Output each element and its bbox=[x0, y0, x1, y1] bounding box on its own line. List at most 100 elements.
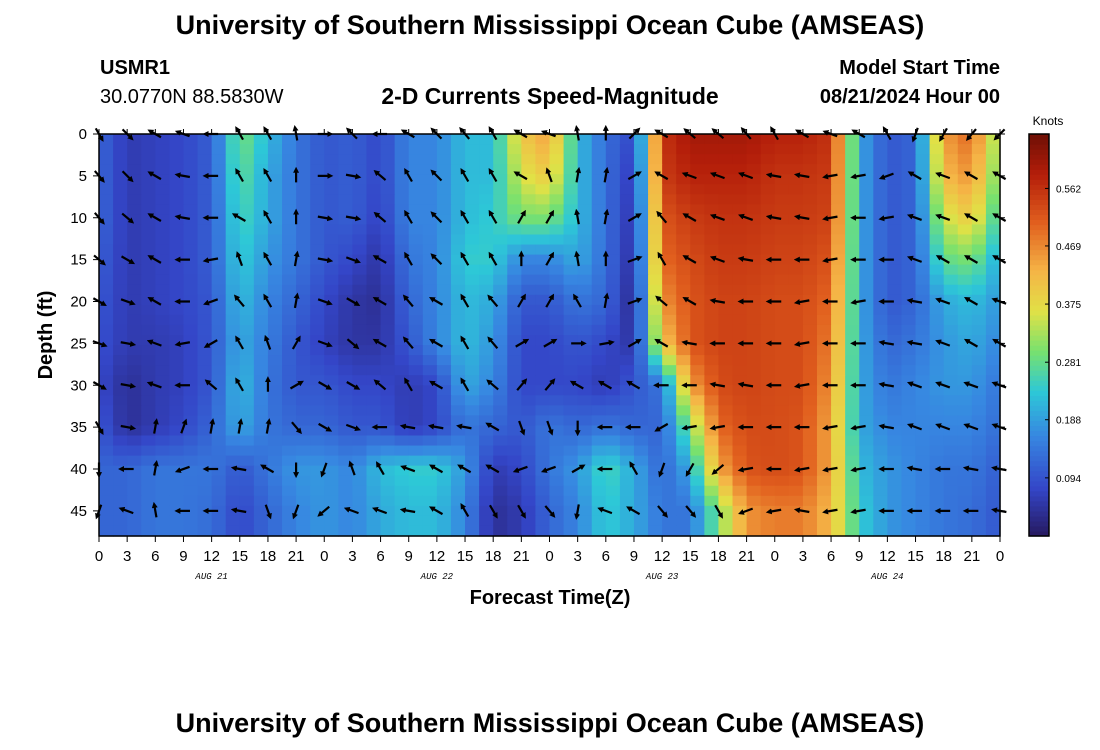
heatmap-cell bbox=[521, 174, 537, 185]
heatmap-cell bbox=[563, 395, 579, 406]
heatmap-cell bbox=[774, 324, 790, 336]
heatmap-cell bbox=[816, 355, 832, 366]
heatmap-cell bbox=[718, 274, 734, 286]
heatmap-cell bbox=[99, 234, 114, 246]
heatmap-cell bbox=[225, 134, 241, 145]
heatmap-cell bbox=[169, 435, 185, 447]
heatmap-cell bbox=[873, 164, 888, 175]
heatmap-cell bbox=[366, 194, 382, 205]
heatmap-cell bbox=[99, 455, 114, 467]
heatmap-cell bbox=[619, 345, 635, 356]
heatmap-cell bbox=[465, 525, 480, 537]
heatmap-cell bbox=[211, 194, 227, 205]
heatmap-cell bbox=[324, 294, 339, 306]
colorbar-segment bbox=[1029, 385, 1049, 391]
heatmap-cell bbox=[141, 304, 156, 316]
heatmap-cell bbox=[901, 415, 917, 427]
heatmap-cell bbox=[127, 375, 142, 386]
heatmap-cell bbox=[774, 465, 790, 477]
heatmap-cell bbox=[99, 525, 114, 537]
heatmap-cell bbox=[183, 284, 199, 296]
heatmap-cell bbox=[760, 465, 776, 477]
heatmap-cell bbox=[465, 254, 480, 266]
heatmap-cell bbox=[99, 174, 114, 185]
heatmap-cell bbox=[662, 144, 677, 155]
heatmap-cell bbox=[507, 375, 522, 386]
heatmap-cell bbox=[831, 324, 846, 336]
heatmap-cell bbox=[648, 254, 663, 266]
heatmap-cell bbox=[577, 425, 593, 437]
heatmap-cell bbox=[197, 314, 213, 326]
heatmap-cell bbox=[183, 264, 199, 276]
heatmap-cell bbox=[169, 214, 185, 226]
colorbar-segment bbox=[1029, 520, 1049, 527]
heatmap-cell bbox=[915, 234, 931, 246]
heatmap-cell bbox=[253, 304, 269, 316]
heatmap-cell bbox=[704, 435, 720, 447]
current-arrow bbox=[263, 167, 273, 183]
heatmap-cell bbox=[985, 234, 1001, 246]
heatmap-cell bbox=[408, 445, 424, 457]
heatmap-cell bbox=[662, 244, 677, 256]
heatmap-cell bbox=[422, 284, 438, 296]
heatmap-cell bbox=[704, 525, 720, 537]
heatmap-cell bbox=[465, 194, 480, 205]
heatmap-cell bbox=[859, 465, 874, 477]
heatmap-cell bbox=[296, 214, 311, 226]
heatmap-cell bbox=[549, 194, 565, 205]
heatmap-cell bbox=[267, 505, 283, 517]
heatmap-cell bbox=[577, 294, 593, 306]
heatmap-cell bbox=[943, 264, 959, 276]
heatmap-cell bbox=[479, 525, 494, 537]
heatmap-cell bbox=[845, 304, 860, 316]
heatmap-cell bbox=[887, 284, 903, 296]
heatmap-cell bbox=[957, 475, 973, 487]
heatmap-cell bbox=[155, 485, 170, 497]
heatmap-cell bbox=[408, 314, 424, 326]
heatmap-cell bbox=[591, 475, 607, 487]
heatmap-cell bbox=[113, 294, 128, 306]
heatmap-cell bbox=[324, 154, 339, 165]
heatmap-cell bbox=[267, 415, 283, 427]
heatmap-cell bbox=[802, 515, 818, 527]
heatmap-cell bbox=[760, 375, 776, 386]
current-arrow bbox=[574, 250, 581, 267]
heatmap-cell bbox=[211, 485, 227, 497]
heatmap-cell bbox=[760, 154, 776, 165]
heatmap-cell bbox=[788, 174, 804, 185]
current-arrow bbox=[793, 214, 810, 221]
heatmap-cell bbox=[450, 194, 466, 205]
heatmap-cell bbox=[774, 445, 790, 457]
heatmap-cell bbox=[211, 294, 227, 306]
heatmap-cell bbox=[155, 395, 170, 406]
heatmap-cell bbox=[436, 314, 452, 326]
heatmap-cell bbox=[99, 254, 114, 266]
heatmap-cell bbox=[535, 304, 551, 316]
heatmap-cell bbox=[253, 405, 269, 416]
heatmap-cell bbox=[605, 224, 621, 236]
heatmap-cell bbox=[211, 335, 227, 346]
heatmap-cell bbox=[831, 495, 846, 507]
heatmap-cell bbox=[676, 194, 691, 205]
current-arrow bbox=[120, 340, 137, 347]
heatmap-cell bbox=[915, 164, 931, 175]
heatmap-cell bbox=[450, 264, 466, 276]
heatmap-cell bbox=[169, 284, 185, 296]
heatmap-cell bbox=[802, 214, 818, 226]
heatmap-cell bbox=[310, 204, 325, 215]
heatmap-cell bbox=[816, 465, 832, 477]
heatmap-cell bbox=[816, 154, 832, 165]
heatmap-cell bbox=[662, 365, 677, 376]
heatmap-cell bbox=[690, 365, 705, 376]
heatmap-cell bbox=[619, 254, 635, 266]
heatmap-cell bbox=[352, 204, 368, 215]
heatmap-cell bbox=[338, 184, 354, 195]
heatmap-cell bbox=[282, 385, 297, 396]
heatmap-cell bbox=[380, 184, 396, 195]
heatmap-cell bbox=[380, 505, 396, 517]
heatmap-cell bbox=[211, 435, 227, 447]
heatmap-cell bbox=[985, 385, 1001, 396]
heatmap-cell bbox=[816, 134, 832, 145]
heatmap-cell bbox=[324, 335, 339, 346]
heatmap-cell bbox=[549, 365, 565, 376]
